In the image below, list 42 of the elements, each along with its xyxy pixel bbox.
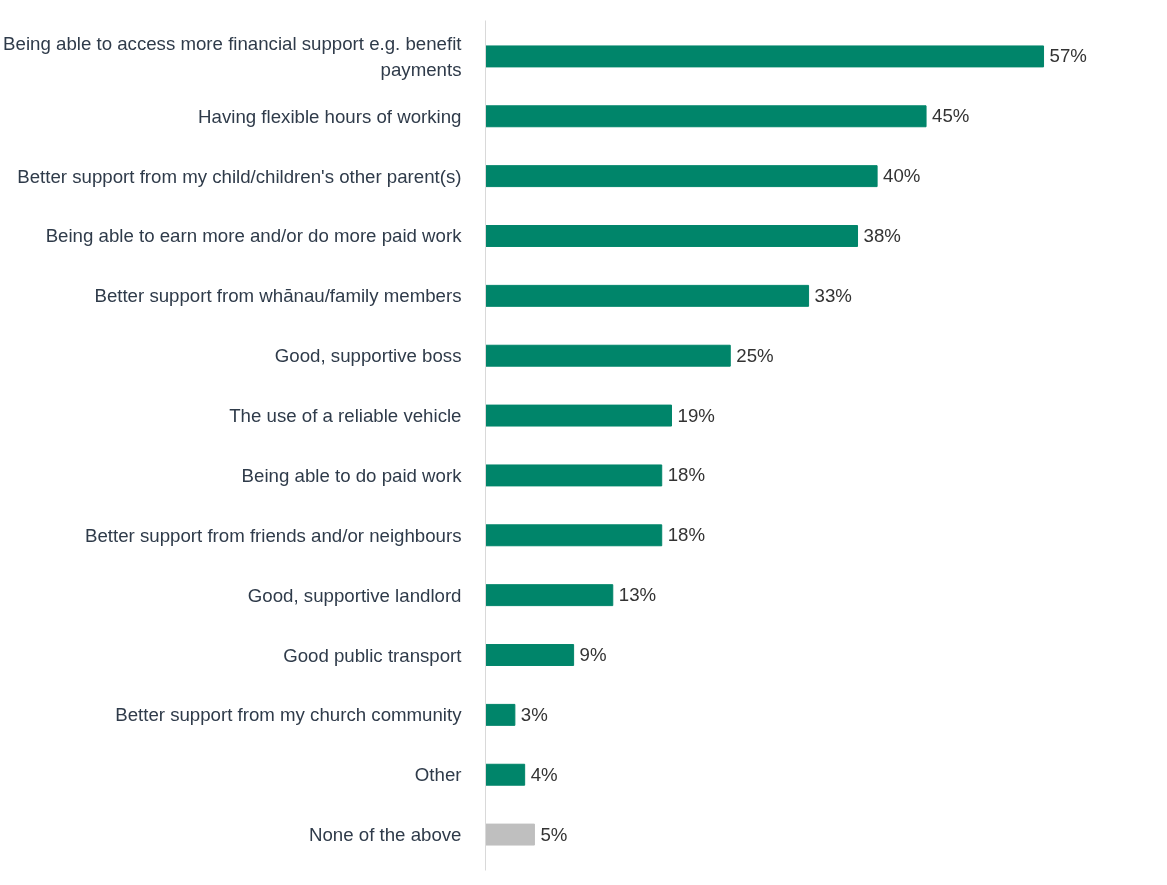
bar (485, 763, 526, 786)
data-label: 57% (1049, 45, 1087, 67)
data-label: 9% (579, 644, 607, 666)
data-label: 18% (667, 524, 706, 546)
bar (485, 464, 663, 487)
data-label: 19% (677, 404, 715, 426)
data-label: 33% (814, 284, 852, 306)
y-tick-label: Good public transport (283, 644, 463, 666)
bar (485, 404, 673, 427)
y-tick-label: Being able to access more financial support e.g. benefit payments (3, 33, 463, 80)
bar (485, 644, 575, 666)
bar (485, 45, 1045, 68)
bar (485, 344, 731, 367)
bar (485, 225, 859, 247)
y-tick-label: Better support from friends and/or neighbours (85, 524, 462, 546)
bar (485, 105, 927, 128)
bar (485, 823, 535, 846)
y-tick-label: Good, supportive boss (274, 345, 462, 367)
data-label: 40% (883, 165, 921, 187)
y-tick-label: None of the above (309, 824, 462, 846)
data-label: 3% (520, 703, 548, 725)
y-tick-label: Being able to earn more and/or do more paid work (45, 225, 463, 247)
y-tick-label: Better support from whānau/family members (94, 285, 462, 307)
y-tick-label: Better support from my church community (115, 704, 463, 726)
data-label: 13% (618, 584, 657, 606)
data-label: 18% (667, 464, 706, 486)
data-label: 25% (736, 344, 774, 366)
bar (485, 584, 614, 607)
y-tick-label: Having flexible hours of working (198, 105, 462, 127)
y-tick-label: The use of a reliable vehicle (229, 405, 462, 427)
data-label: 45% (932, 105, 970, 127)
y-tick-label: Other (414, 764, 462, 786)
data-label: 38% (863, 224, 901, 246)
y-tick-label: Being able to do paid work (241, 464, 463, 486)
bar (485, 284, 810, 307)
bar (485, 165, 878, 188)
y-tick-label: Better support from my child/children's other parent(s) (17, 165, 462, 187)
bar (485, 524, 663, 547)
data-label: 4% (530, 763, 558, 785)
bar (485, 703, 516, 726)
data-label: 5% (540, 823, 568, 845)
y-tick-label: Good, supportive landlord (247, 584, 462, 606)
